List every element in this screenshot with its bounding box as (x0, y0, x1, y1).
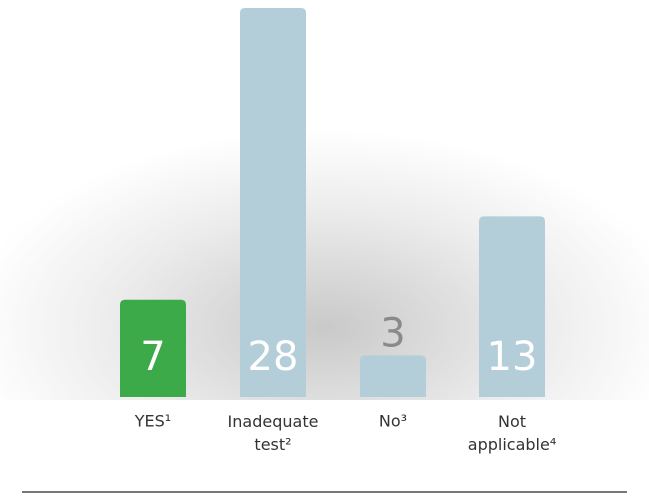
category-label: Inadequate test² (228, 412, 319, 454)
background-glow (0, 40, 649, 400)
category-label: YES¹ (134, 412, 171, 431)
category-label: Not applicable⁴ (468, 412, 556, 454)
value-label: 28 (248, 334, 299, 380)
category-label: No³ (379, 412, 407, 431)
bar (120, 299, 186, 397)
bar (240, 8, 306, 397)
category-label-line: applicable⁴ (468, 435, 556, 454)
value-label: 13 (487, 334, 538, 380)
bar (479, 216, 545, 397)
category-label-line: Not (498, 412, 526, 431)
bar (360, 355, 426, 397)
category-label-line: Inadequate (228, 412, 319, 431)
value-label: 3 (380, 310, 405, 356)
value-label: 7 (140, 334, 165, 380)
category-label-line: test² (254, 435, 291, 454)
